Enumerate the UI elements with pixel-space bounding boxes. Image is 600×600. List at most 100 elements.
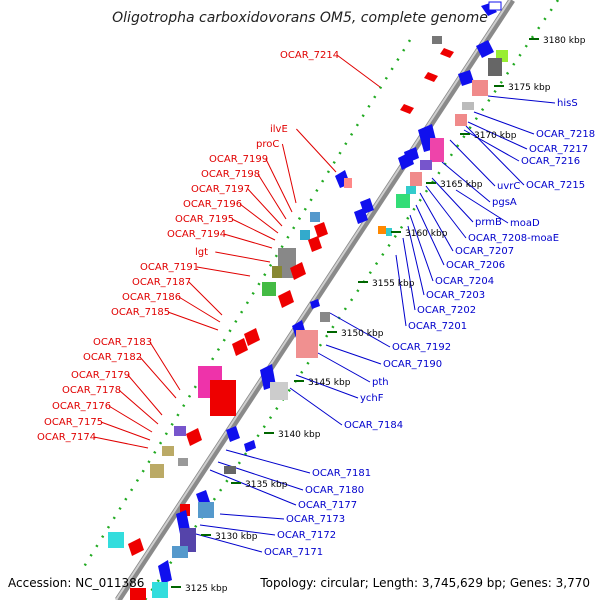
gene-arrow — [314, 222, 328, 238]
gene-block — [432, 36, 442, 44]
gene-block — [488, 1, 502, 11]
gene-block — [180, 504, 190, 516]
leader-line — [225, 449, 311, 474]
gene-arrow — [226, 426, 240, 442]
kbp-label: 3130 kbp — [215, 532, 258, 542]
kbp-label: 3145 kbp — [308, 378, 351, 388]
gene-block — [152, 582, 168, 598]
leader-line — [108, 405, 153, 433]
leader-line — [289, 387, 343, 426]
leader-line — [139, 356, 177, 399]
leader-line — [441, 161, 491, 203]
gene-label-right: pgsA — [492, 197, 517, 208]
gene-label-right: OCAR_7215 — [526, 180, 585, 191]
gene-label-right: OCAR_7173 — [286, 514, 345, 525]
gene-label-right: OCAR_7202 — [417, 305, 476, 316]
kbp-label: 3125 kbp — [185, 584, 228, 594]
gene-label-left: OCAR_7197 — [191, 184, 250, 195]
kbp-label: 3135 kbp — [245, 480, 288, 490]
kbp-label: 3170 kbp — [474, 131, 517, 141]
gene-block — [210, 380, 236, 416]
leader-line — [329, 312, 391, 348]
gene-label-left: OCAR_7195 — [175, 214, 234, 225]
leader-line — [231, 218, 276, 241]
gene-block — [224, 466, 236, 474]
leader-line — [196, 266, 251, 277]
leader-line — [425, 185, 467, 239]
gene-label-right: ychF — [360, 393, 384, 404]
gene-label-left: OCAR_7191 — [140, 262, 199, 273]
leader-line — [167, 311, 219, 331]
genome-backbone-highlight — [115, 0, 511, 600]
gene-label-right: OCAR_7172 — [277, 530, 336, 541]
gene-label-right: OCAR_7217 — [529, 144, 588, 155]
gene-label-left: OCAR_7198 — [201, 169, 260, 180]
leader-line — [325, 344, 382, 365]
leader-line — [199, 524, 276, 536]
gene-arrow — [310, 299, 320, 309]
gene-label-left: OCAR_7183 — [93, 337, 152, 348]
gene-block — [262, 282, 276, 296]
gene-label-right: OCAR_7206 — [446, 260, 505, 271]
gene-label-right: prmB — [475, 217, 502, 228]
kbp-scale: 3180 kbp 3175 kbp 3170 kbp 3165 kbp 3160 kbp… — [171, 36, 586, 594]
leader-line — [465, 125, 525, 186]
genome-title: Oligotropha carboxidovorans OM5, complet… — [112, 10, 488, 26]
gene-arrow — [404, 147, 419, 163]
gene-label-right: OCAR_7201 — [408, 321, 467, 332]
gene-arrow — [158, 560, 172, 584]
gene-block — [130, 588, 146, 600]
kbp-label: 3160 kbp — [405, 229, 448, 239]
leader-line — [395, 254, 407, 327]
gene-arrow — [278, 290, 294, 308]
gene-labels: OCAR_7214 ilvE proC OCAR_7199 OCAR_7198 OCAR_… — [37, 50, 595, 558]
gene-arrow — [424, 72, 438, 82]
leader-line — [195, 533, 263, 553]
gene-block — [272, 266, 282, 278]
outer-dotted-guide — [143, 0, 560, 600]
leader-line — [219, 513, 285, 520]
leader-line — [407, 225, 425, 296]
gene-block — [172, 546, 188, 558]
gene-label-left: OCAR_7196 — [183, 199, 242, 210]
leader-line — [295, 374, 359, 399]
leader-line — [223, 233, 273, 249]
gene-block — [310, 212, 320, 222]
leader-line — [415, 204, 445, 266]
gene-label-right: OCAR_7208-moaE — [468, 233, 559, 244]
gene-label-left: OCAR_7194 — [167, 229, 226, 240]
gene-block — [174, 426, 186, 436]
leader-line — [93, 436, 149, 449]
gene-label-left: OCAR_7187 — [132, 277, 191, 288]
gene-label-right: OCAR_7216 — [521, 156, 580, 167]
leader-line — [473, 111, 535, 135]
gene-label-right: pth — [372, 377, 389, 388]
topology-label: Topology: circular; Length: 3,745,629 bp… — [259, 576, 590, 590]
leader-line — [188, 281, 223, 316]
kbp-label: 3140 kbp — [278, 430, 321, 440]
genome-backbone — [115, 0, 515, 600]
gene-block — [320, 312, 330, 322]
gene-label-left: OCAR_7174 — [37, 432, 96, 443]
gene-label-right: OCAR_7184 — [344, 420, 403, 431]
gene-label-right: OCAR_7204 — [435, 276, 494, 287]
gene-block — [150, 464, 164, 478]
gene-arrow — [308, 236, 322, 252]
gene-block — [488, 58, 502, 76]
leader-line — [455, 189, 509, 224]
gene-label-right: OCAR_7180 — [305, 485, 364, 496]
leader-line — [118, 389, 159, 425]
kbp-label: 3175 kbp — [508, 83, 551, 93]
leader-line — [149, 341, 181, 391]
leader-line — [257, 173, 287, 220]
leader-line — [317, 352, 371, 383]
gene-block — [296, 330, 318, 358]
gene-label-right: OCAR_7190 — [383, 359, 442, 370]
gene-label-right: OCAR_7192 — [392, 342, 451, 353]
leader-line — [463, 129, 520, 162]
gene-label-left: OCAR_7178 — [62, 385, 121, 396]
gene-label-left: OCAR_7176 — [52, 401, 111, 412]
gene-arrow — [244, 440, 256, 452]
leader-line — [487, 95, 556, 104]
gene-label-right: uvrC — [497, 181, 520, 192]
